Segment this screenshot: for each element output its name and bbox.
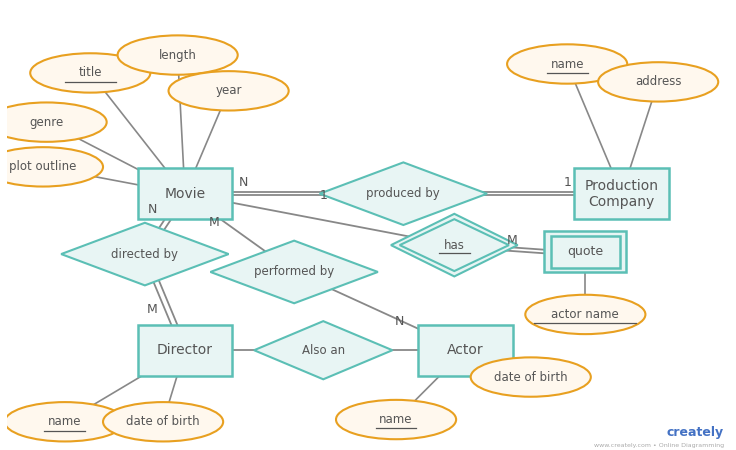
Text: Director: Director xyxy=(157,343,213,357)
Text: quote: quote xyxy=(567,245,604,258)
Text: address: address xyxy=(635,76,682,88)
Ellipse shape xyxy=(507,44,627,84)
Text: Also an: Also an xyxy=(302,344,345,357)
Text: M: M xyxy=(507,234,518,247)
Polygon shape xyxy=(254,321,392,379)
Text: directed by: directed by xyxy=(111,248,178,261)
Ellipse shape xyxy=(0,103,107,142)
Text: produced by: produced by xyxy=(367,187,440,200)
Ellipse shape xyxy=(169,71,289,111)
FancyBboxPatch shape xyxy=(138,168,233,220)
Text: name: name xyxy=(48,415,82,428)
Text: name: name xyxy=(551,58,584,71)
Text: www.creately.com • Online Diagramming: www.creately.com • Online Diagramming xyxy=(593,443,723,448)
Text: actor name: actor name xyxy=(551,308,619,321)
Ellipse shape xyxy=(598,62,718,102)
FancyBboxPatch shape xyxy=(574,168,669,220)
Text: Actor: Actor xyxy=(447,343,484,357)
FancyBboxPatch shape xyxy=(551,236,620,268)
Polygon shape xyxy=(319,162,487,225)
FancyBboxPatch shape xyxy=(544,231,626,272)
Polygon shape xyxy=(61,223,229,285)
Text: N: N xyxy=(147,203,157,216)
Polygon shape xyxy=(400,219,509,271)
Ellipse shape xyxy=(30,53,150,93)
Text: date of birth: date of birth xyxy=(494,370,567,383)
FancyBboxPatch shape xyxy=(138,324,233,376)
Text: creately: creately xyxy=(667,426,723,439)
Text: plot outline: plot outline xyxy=(10,160,77,173)
Ellipse shape xyxy=(336,400,456,439)
FancyBboxPatch shape xyxy=(418,324,512,376)
Polygon shape xyxy=(210,241,378,303)
Text: year: year xyxy=(216,84,242,97)
Text: M: M xyxy=(209,216,219,229)
Ellipse shape xyxy=(118,36,238,75)
Ellipse shape xyxy=(0,147,103,187)
Text: length: length xyxy=(159,49,197,62)
Text: Movie: Movie xyxy=(164,187,205,201)
Polygon shape xyxy=(391,214,517,276)
Ellipse shape xyxy=(526,295,645,334)
Ellipse shape xyxy=(471,357,591,397)
Text: name: name xyxy=(379,413,413,426)
Text: has: has xyxy=(444,238,464,252)
Ellipse shape xyxy=(103,402,223,441)
Text: performed by: performed by xyxy=(254,266,334,279)
Text: N: N xyxy=(238,176,248,189)
Text: Production
Company: Production Company xyxy=(585,179,659,209)
Text: M: M xyxy=(146,303,158,316)
Ellipse shape xyxy=(4,402,125,441)
Text: 1: 1 xyxy=(563,176,571,189)
Text: genre: genre xyxy=(29,116,64,129)
Text: N: N xyxy=(395,315,404,328)
Text: date of birth: date of birth xyxy=(127,415,200,428)
Text: 1: 1 xyxy=(319,189,328,202)
Text: title: title xyxy=(79,67,102,80)
